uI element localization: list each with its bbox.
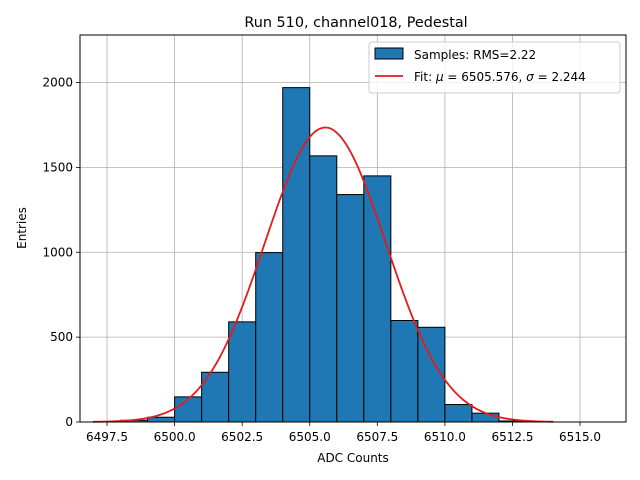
x-axis-ticks: 6497.5 6500.0 6502.5 6505.0 6507.5 6510.0 6512… — [86, 422, 601, 444]
legend-samples-label: Samples: RMS=2.22 — [414, 48, 536, 62]
plot-frame — [79, 34, 627, 423]
histogram-bars — [93, 87, 554, 423]
x-tick-label: 6510.0 — [424, 430, 466, 444]
histogram-bar — [471, 412, 500, 423]
histogram-bar — [363, 175, 392, 423]
y-tick-label: 1000 — [42, 245, 73, 259]
histogram-bar — [174, 396, 203, 423]
legend: Samples: RMS=2.22 Fit: μ = 6505.576, σ =… — [368, 41, 621, 94]
y-tick-label: 1500 — [42, 160, 73, 174]
x-axis-label: ADC Counts — [317, 451, 389, 465]
x-tick-label: 6507.5 — [356, 430, 398, 444]
histogram-bar — [390, 319, 419, 423]
legend-samples-swatch — [374, 47, 404, 60]
chart-title: Run 510, channel018, Pedestal — [244, 15, 467, 31]
fit-curve-layer — [93, 126, 554, 423]
histogram-bar — [255, 252, 284, 423]
y-tick-label: 0 — [65, 415, 73, 429]
legend-fit-label: Fit: μ = 6505.576, σ = 2.244 — [414, 70, 586, 84]
histogram-bar — [282, 87, 311, 423]
y-axis-ticks: 0 500 1000 1500 2000 — [42, 76, 80, 429]
x-tick-label: 6505.0 — [289, 430, 331, 444]
x-tick-label: 6512.5 — [491, 430, 533, 444]
y-tick-label: 2000 — [42, 76, 73, 90]
x-tick-label: 6502.5 — [221, 430, 263, 444]
histogram-bar — [444, 404, 473, 423]
x-tick-label: 6497.5 — [86, 430, 128, 444]
fit-curve — [93, 126, 554, 423]
histogram-bar — [228, 321, 257, 423]
legend-box — [368, 41, 621, 94]
y-axis-label: Entries — [15, 207, 29, 249]
histogram-bar — [336, 194, 365, 423]
histogram-bar — [309, 155, 338, 423]
x-tick-label: 6500.0 — [154, 430, 196, 444]
y-tick-label: 500 — [50, 330, 73, 344]
x-tick-label: 6515.0 — [559, 430, 601, 444]
